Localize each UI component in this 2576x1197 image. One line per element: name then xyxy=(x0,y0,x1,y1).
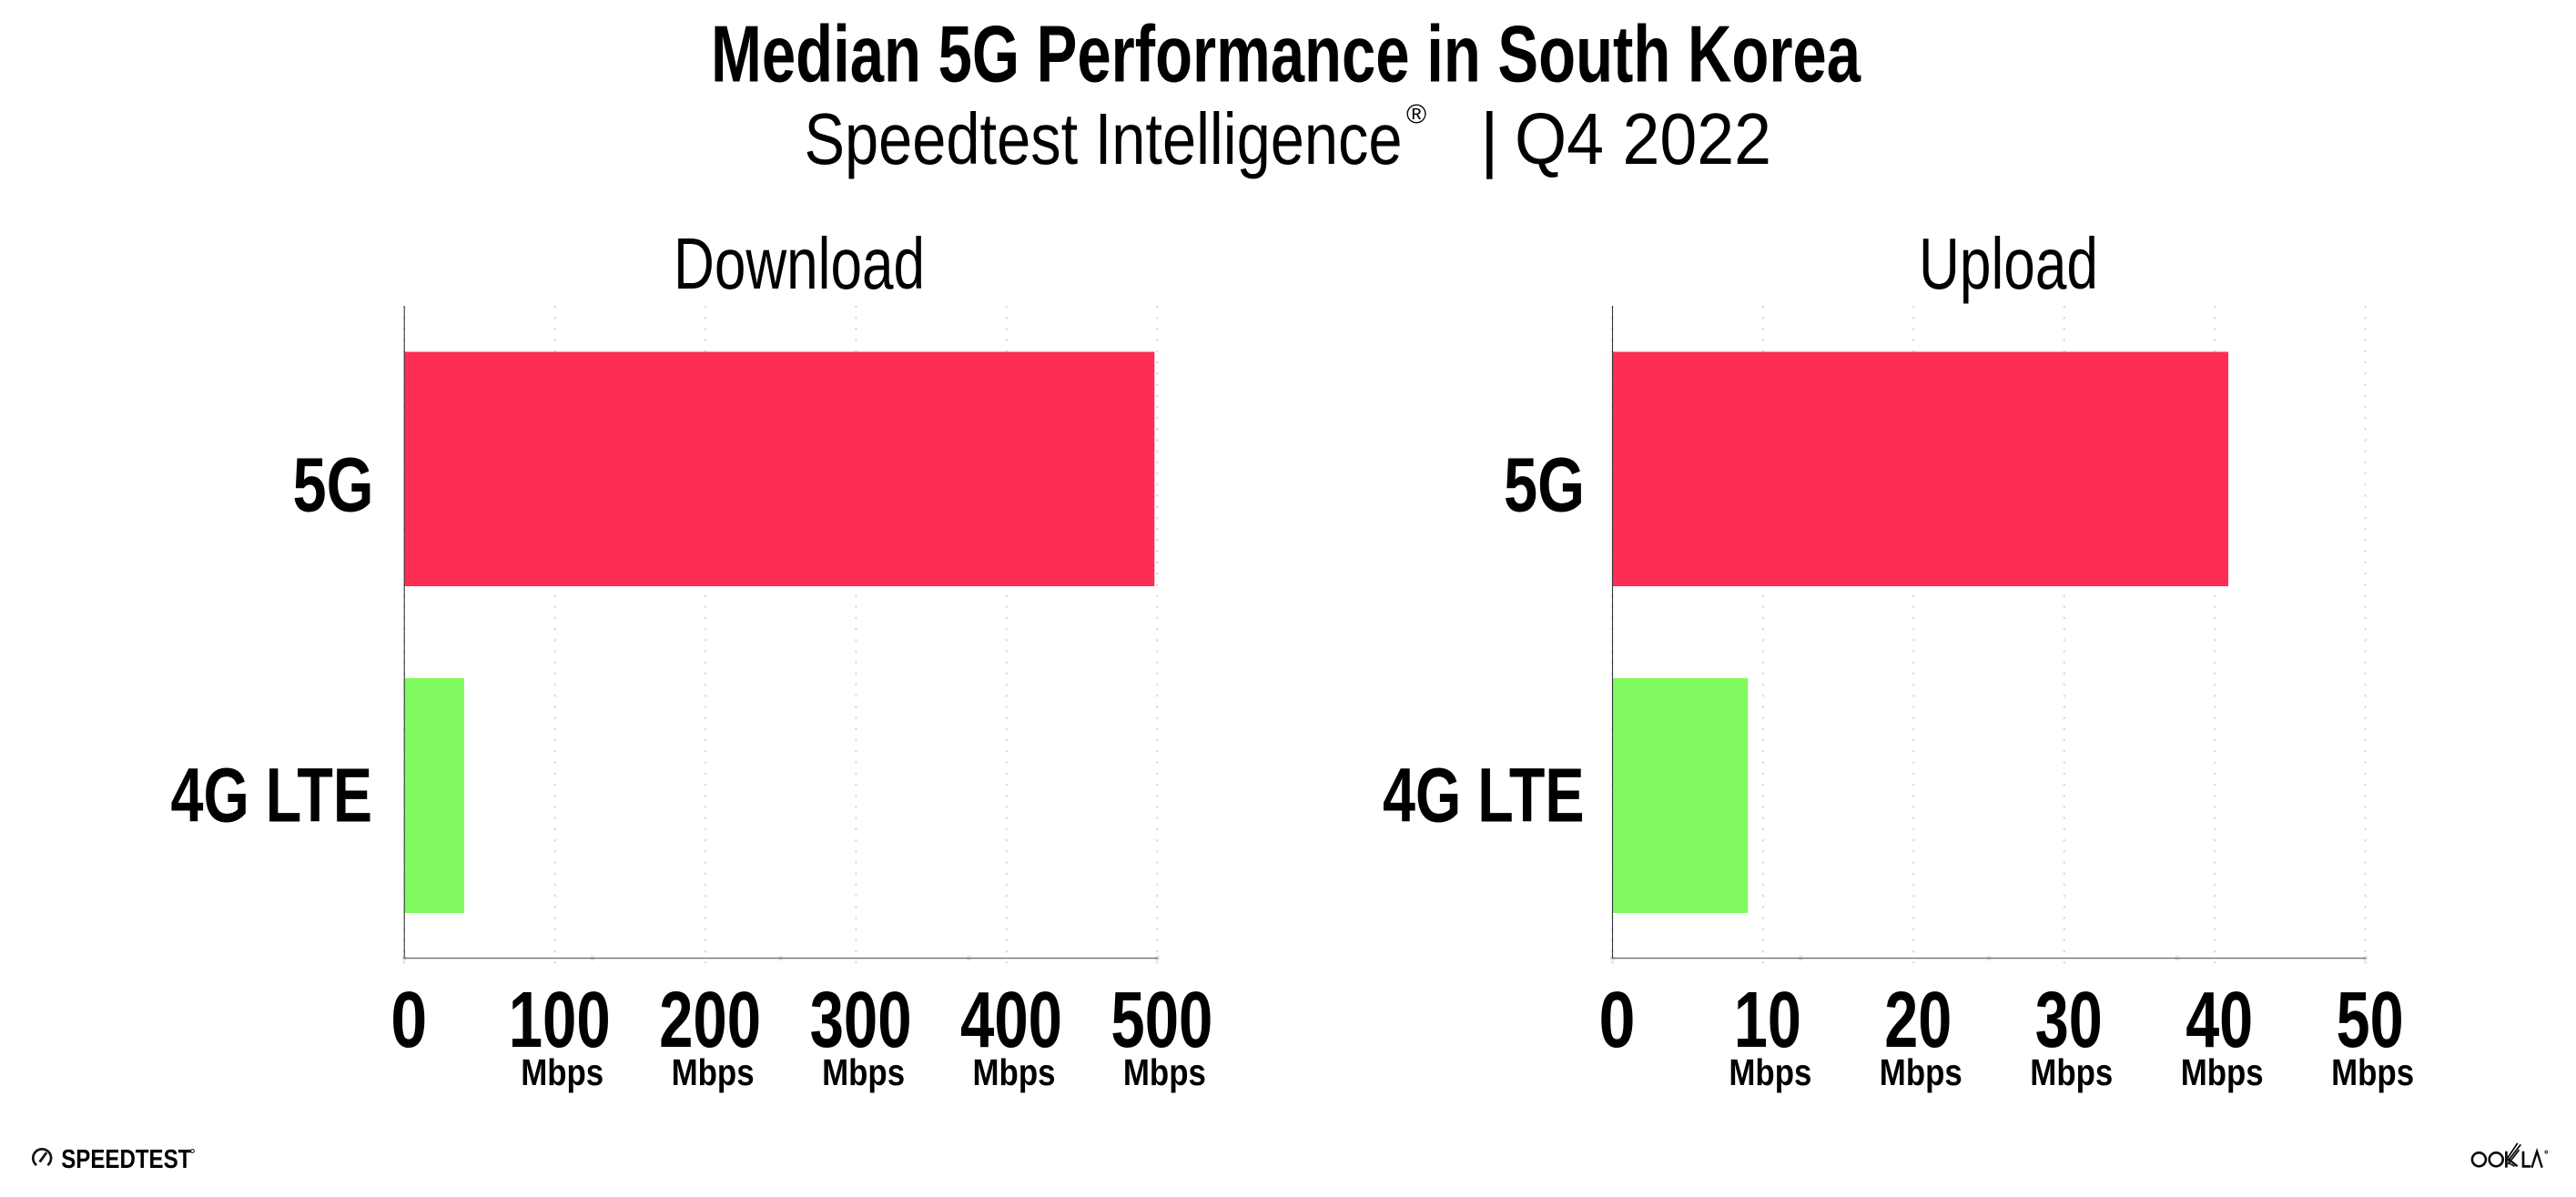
svg-text:Mbps: Mbps xyxy=(521,1051,603,1093)
svg-text:100: 100 xyxy=(509,976,611,1064)
svg-text:4G LTE: 4G LTE xyxy=(171,753,373,838)
svg-text:20: 20 xyxy=(1884,976,1952,1064)
svg-text:500: 500 xyxy=(1111,976,1212,1064)
svg-text:50: 50 xyxy=(2337,976,2404,1064)
svg-text:0: 0 xyxy=(1599,976,1636,1064)
svg-text:®: ® xyxy=(1406,100,1426,130)
svg-text:200: 200 xyxy=(659,976,761,1064)
svg-text:30: 30 xyxy=(2035,976,2103,1064)
svg-text:SPEEDTEST: SPEEDTEST xyxy=(61,1144,191,1173)
svg-text:40: 40 xyxy=(2186,976,2253,1064)
svg-text:400: 400 xyxy=(960,976,1062,1064)
svg-text:Mbps: Mbps xyxy=(1880,1051,1962,1093)
svg-text:Upload: Upload xyxy=(1919,223,2098,304)
svg-text:5G: 5G xyxy=(293,441,374,527)
svg-text:300: 300 xyxy=(810,976,912,1064)
svg-text:Mbps: Mbps xyxy=(1729,1051,1811,1093)
svg-text:Median 5G Performance in South: Median 5G Performance in South Korea xyxy=(711,9,1861,99)
svg-text:Mbps: Mbps xyxy=(2331,1051,2414,1093)
svg-text:Mbps: Mbps xyxy=(672,1051,755,1093)
svg-text:Mbps: Mbps xyxy=(1123,1051,1206,1093)
svg-text:10: 10 xyxy=(1734,976,1801,1064)
svg-text:Mbps: Mbps xyxy=(973,1051,1056,1093)
svg-text:4G LTE: 4G LTE xyxy=(1383,753,1585,838)
svg-text:Mbps: Mbps xyxy=(2030,1051,2113,1093)
svg-text:Speedtest Intelligence: Speedtest Intelligence xyxy=(805,98,1403,179)
svg-text:0: 0 xyxy=(390,976,427,1064)
svg-text:Download: Download xyxy=(674,223,925,304)
svg-text:|: | xyxy=(1480,98,1499,179)
svg-text:Mbps: Mbps xyxy=(2181,1051,2264,1093)
svg-text:5G: 5G xyxy=(1504,441,1585,527)
svg-text:Q4 2022: Q4 2022 xyxy=(1515,98,1771,179)
svg-text:Mbps: Mbps xyxy=(822,1051,905,1093)
